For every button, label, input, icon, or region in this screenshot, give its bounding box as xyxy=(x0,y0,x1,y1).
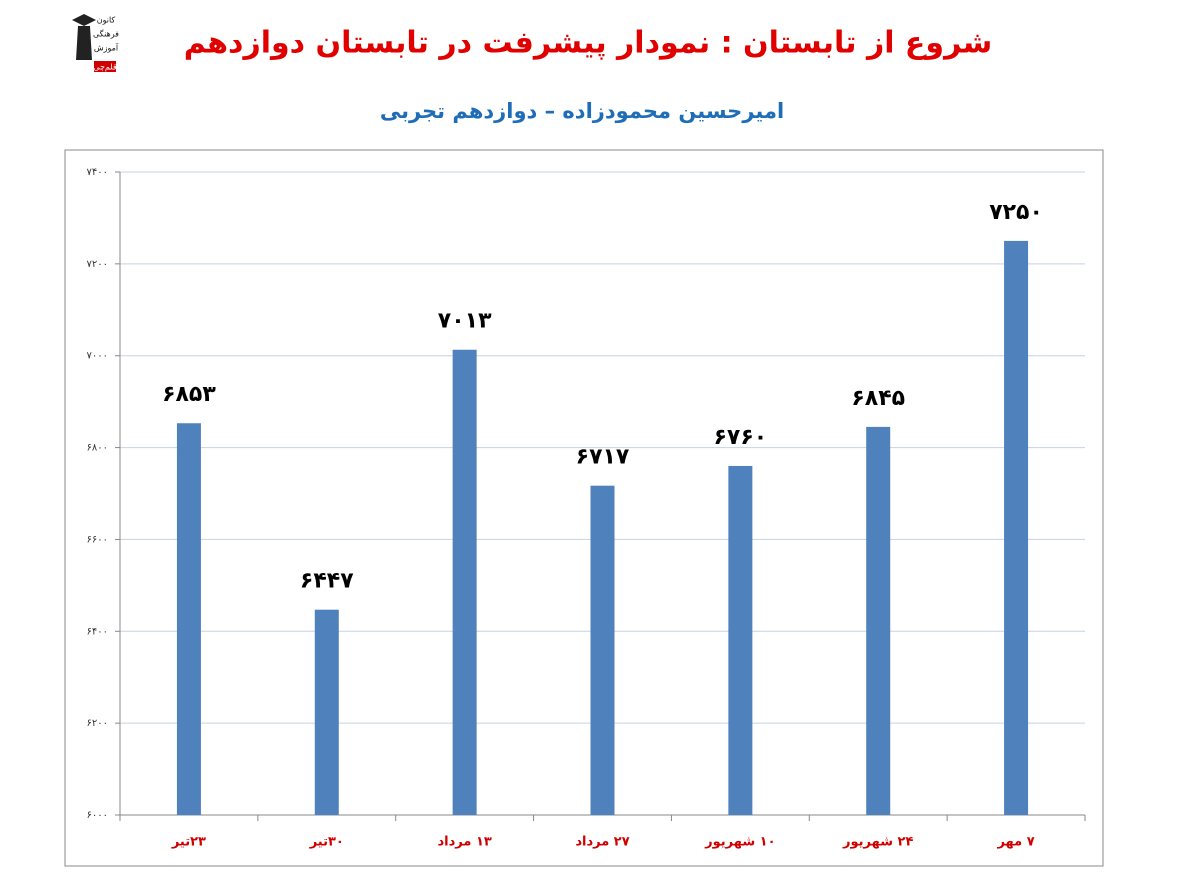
y-tick-label: ۷۰۰۰ xyxy=(87,351,108,362)
bar xyxy=(728,465,753,815)
logo-figure xyxy=(72,14,96,60)
y-tick-label: ۶۸۰۰ xyxy=(87,443,108,454)
y-tick-label: ۷۴۰۰ xyxy=(87,167,108,178)
y-tick-label: ۷۲۰۰ xyxy=(87,259,108,270)
bar xyxy=(866,426,891,815)
value-label: ۷۰۱۳ xyxy=(438,309,492,334)
bar xyxy=(590,485,615,815)
logo-text: فرهنگی xyxy=(93,29,119,39)
chart-subtitle: امیرحسین محمودزاده – دوازدهم تجربی xyxy=(380,99,784,123)
value-label: ۷۲۵۰ xyxy=(989,200,1043,225)
value-label: ۶۸۴۵ xyxy=(851,386,905,411)
x-tick-label: ۲۴ شهریور xyxy=(842,835,913,850)
bar xyxy=(1004,240,1029,816)
y-tick-label: ۶۴۰۰ xyxy=(87,626,108,637)
y-tick-label: ۶۲۰۰ xyxy=(87,718,108,729)
value-label: ۶۷۶۰ xyxy=(713,425,767,450)
value-label: ۶۸۵۳ xyxy=(162,382,216,407)
bar xyxy=(452,349,477,815)
bar xyxy=(314,609,339,815)
logo: کانون فرهنگی آموزش قلم‌چی xyxy=(70,12,119,74)
x-tick-label: ۲۳تیر xyxy=(171,835,206,850)
x-tick-label: ۷ مهر xyxy=(996,835,1034,850)
logo-text: کانون xyxy=(97,16,116,25)
x-tick-label: ۳۰تیر xyxy=(309,835,344,850)
x-tick-label: ۲۷ مرداد xyxy=(575,835,629,850)
chart-title: شروع از تابستان : نمودار پیشرفت در تابست… xyxy=(184,26,993,61)
logo-text: آموزش xyxy=(94,43,119,53)
logo-badge xyxy=(94,61,116,72)
value-label: ۶۷۱۷ xyxy=(576,445,630,470)
y-tick-label: ۶۰۰۰ xyxy=(87,810,108,821)
x-tick-label: ۱۰ شهریور xyxy=(704,835,775,850)
value-label: ۶۴۴۷ xyxy=(300,569,354,594)
chart-frame xyxy=(64,149,1104,867)
logo-text: قلم‌چی xyxy=(93,63,117,72)
x-tick-label: ۱۳ مرداد xyxy=(437,835,491,850)
bar xyxy=(176,423,201,815)
y-tick-label: ۶۶۰۰ xyxy=(87,534,108,545)
